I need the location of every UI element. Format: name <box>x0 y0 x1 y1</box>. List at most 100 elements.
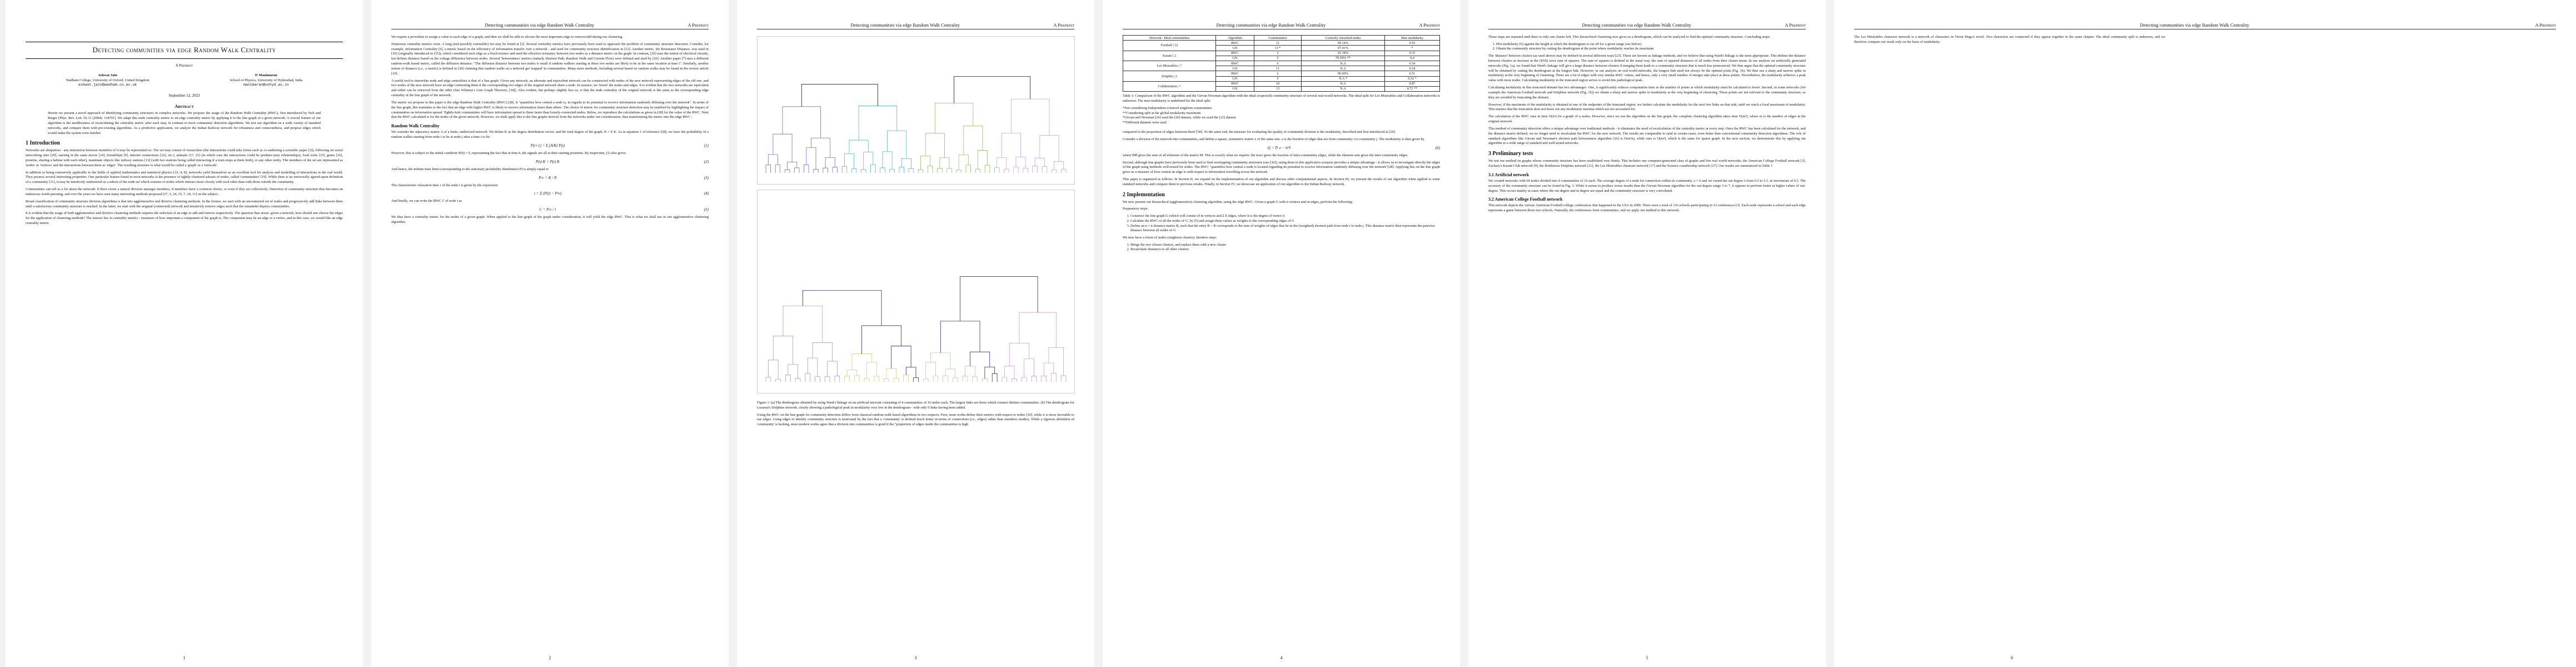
dendrogram-link <box>970 351 990 367</box>
page-number: 3 <box>914 655 917 660</box>
dendrogram-link <box>832 167 838 173</box>
dendrogram-link <box>1001 377 1008 382</box>
table-row: GN 5 N.A * 0.52 * <box>1123 76 1441 82</box>
dendrogram-link <box>925 362 936 379</box>
list-item: Calculate the RWC of all the nodes of G,… <box>1130 219 1440 224</box>
results-table: Network / Ideal communities Algorithm Co… <box>1123 34 1441 92</box>
table-cell: 91.18% <box>1301 50 1385 56</box>
dendrogram-link <box>958 155 969 170</box>
table-cell: RWC <box>1215 81 1254 87</box>
intro-paragraph: Networks are ubiquitous - any interactio… <box>26 148 343 167</box>
dendrogram-link <box>899 167 904 173</box>
table-cell: 0.72 ** <box>1384 86 1441 92</box>
figure-caption: Figure 1: (a) The dendrogram obtained by… <box>757 401 1074 410</box>
table-cell: RWC <box>1215 50 1254 56</box>
table-cell: 5 <box>1254 76 1302 82</box>
table-row: Dolphin | 2 RWC 2 90.00% 0.51 <box>1123 71 1441 82</box>
impl-heading: 2 Implementation <box>1123 191 1165 198</box>
dendrogram-link <box>908 168 914 173</box>
page-5: Detecting communities via edge Random Wa… <box>1468 0 1826 667</box>
equation-number: (6) <box>1435 145 1440 150</box>
author-1: Ashwat Jain Wadham College, University o… <box>66 73 149 88</box>
list-item: Recalculate distances to all other clust… <box>1130 247 1440 252</box>
table-cell: GN <box>1215 55 1254 61</box>
body-paragraph: We test our method on graphs whose commu… <box>1488 159 1806 168</box>
dendrogram-link <box>880 167 885 173</box>
page-number: 2 <box>549 655 551 660</box>
running-header: Detecting communities via edge Random Wa… <box>391 22 709 29</box>
table-cell: 2 <box>1254 71 1302 77</box>
body-paragraph: Calculating modularity in this truncated… <box>1488 86 1806 99</box>
equation-number: (4) <box>704 191 709 196</box>
dendrogram-link <box>925 133 945 158</box>
body-paragraph: We now have a forest of nodes (singleton… <box>1123 235 1217 240</box>
body-paragraph: The 'distance' between clusters (as used… <box>1488 54 1806 83</box>
page-4: Detecting communities via edge Random Wa… <box>1103 0 1460 667</box>
table-cell: RWC <box>1215 40 1254 46</box>
running-header: Detecting communities via edge Random Wa… <box>1854 22 2556 29</box>
author-2: P. Manimaran School of Physics, Universi… <box>230 73 302 88</box>
list-item: Construct the line graph G (which will c… <box>1130 214 1440 219</box>
running-title: Detecting communities via edge Random Wa… <box>2140 22 2249 28</box>
body-paragraph: The characteristic relaxation time τ of … <box>391 183 498 187</box>
author-2-affil: School of Physics, University of Hyderab… <box>230 78 303 82</box>
body-paragraph: However, if the maximum of the modularit… <box>1488 102 1806 112</box>
dendrogram-link <box>972 376 978 382</box>
dendrogram-link <box>991 373 998 382</box>
running-title: Detecting communities via edge Random Wa… <box>850 22 960 28</box>
abstract-text: Herein we present a novel approach of id… <box>48 111 321 135</box>
body-paragraph: This network depicts the various America… <box>1488 203 1806 213</box>
table-header: Communities <box>1254 34 1302 41</box>
prep-steps: Construct the line graph G (which will c… <box>1130 214 1440 233</box>
table-caption: Table 1: Comparison of the RWC algorithm… <box>1123 94 1440 103</box>
author-2-email[interactable]: manimaran@uohyd.ac.in <box>243 83 289 87</box>
dendrogram-link <box>960 276 1038 321</box>
dendrogram-link <box>923 379 929 382</box>
artificial-heading: 3.1 Artificial network <box>1488 172 1529 177</box>
dendrogram-link <box>1015 156 1026 168</box>
table-header: Network / Ideal communities <box>1123 34 1216 41</box>
body-paragraph: And finally, we can write the RWC C of n… <box>391 199 462 203</box>
equation-3: P∞ = K / N (3) <box>391 176 709 180</box>
table-cell: 0.4 <box>1384 55 1441 61</box>
table-cell: 6 <box>1254 60 1302 67</box>
dendrogram-link <box>765 165 771 173</box>
list-item: Define an n × n distance matrix R, such … <box>1130 224 1440 233</box>
preprint-tag: A Preprint <box>687 22 709 28</box>
body-paragraph: However, this is subject to the initial … <box>391 151 626 155</box>
table-cell: 97.41% <box>1301 45 1385 51</box>
intro-paragraph: It is evident that the usage of both agg… <box>26 211 343 226</box>
dendrogram-link <box>982 378 988 382</box>
equation-number: (3) <box>704 175 709 180</box>
body-paragraph: We thus have a centrality metric for the… <box>391 215 709 225</box>
dendrogram-link <box>874 376 879 382</box>
table-cell: RWC <box>1215 71 1254 77</box>
table-cell: N.A <box>1301 60 1385 67</box>
body-paragraph: These steps are repeated until there is … <box>1488 35 1771 39</box>
equation-text: P∞ = K / N <box>539 175 557 180</box>
table-cell: 0.52 * <box>1384 76 1441 82</box>
intro-paragraph: Communities can tell us a lot about the … <box>26 187 343 196</box>
dendrogram-link <box>795 378 801 382</box>
table-header: Correctly classified nodes <box>1301 34 1385 41</box>
intro-heading: 1 Introduction <box>26 140 60 147</box>
authors: Ashwat Jain Wadham College, University o… <box>26 73 343 88</box>
dendrogram-link <box>783 305 823 343</box>
page-number: 4 <box>1280 655 1283 660</box>
equation-number: (5) <box>704 207 709 212</box>
author-1-name: Ashwat Jain <box>98 73 117 77</box>
equation-text: C = P∞ / τ <box>539 207 556 212</box>
table-cell: GN <box>1215 66 1254 72</box>
dendrogram-link <box>1019 312 1057 348</box>
abstract-heading: Abstract <box>175 103 194 109</box>
dendrogram-link <box>788 364 798 379</box>
rwc-heading: Random Walk Centrality <box>391 123 440 129</box>
equation-text: P(t) K = P(t) K <box>536 159 560 164</box>
table-cell: 70.59% ** <box>1301 55 1385 61</box>
table-cell: 0.87 <box>1384 81 1441 87</box>
table-cell: 90.00% <box>1301 71 1385 77</box>
prep-label: Preparatory steps: <box>1123 207 1148 211</box>
table-cell: 11 <box>1254 66 1302 72</box>
author-1-email[interactable]: ashwat.jain@wadham.ox.ac.uk <box>78 83 137 87</box>
body-paragraph: Consider a division of the network into … <box>1123 137 1424 141</box>
